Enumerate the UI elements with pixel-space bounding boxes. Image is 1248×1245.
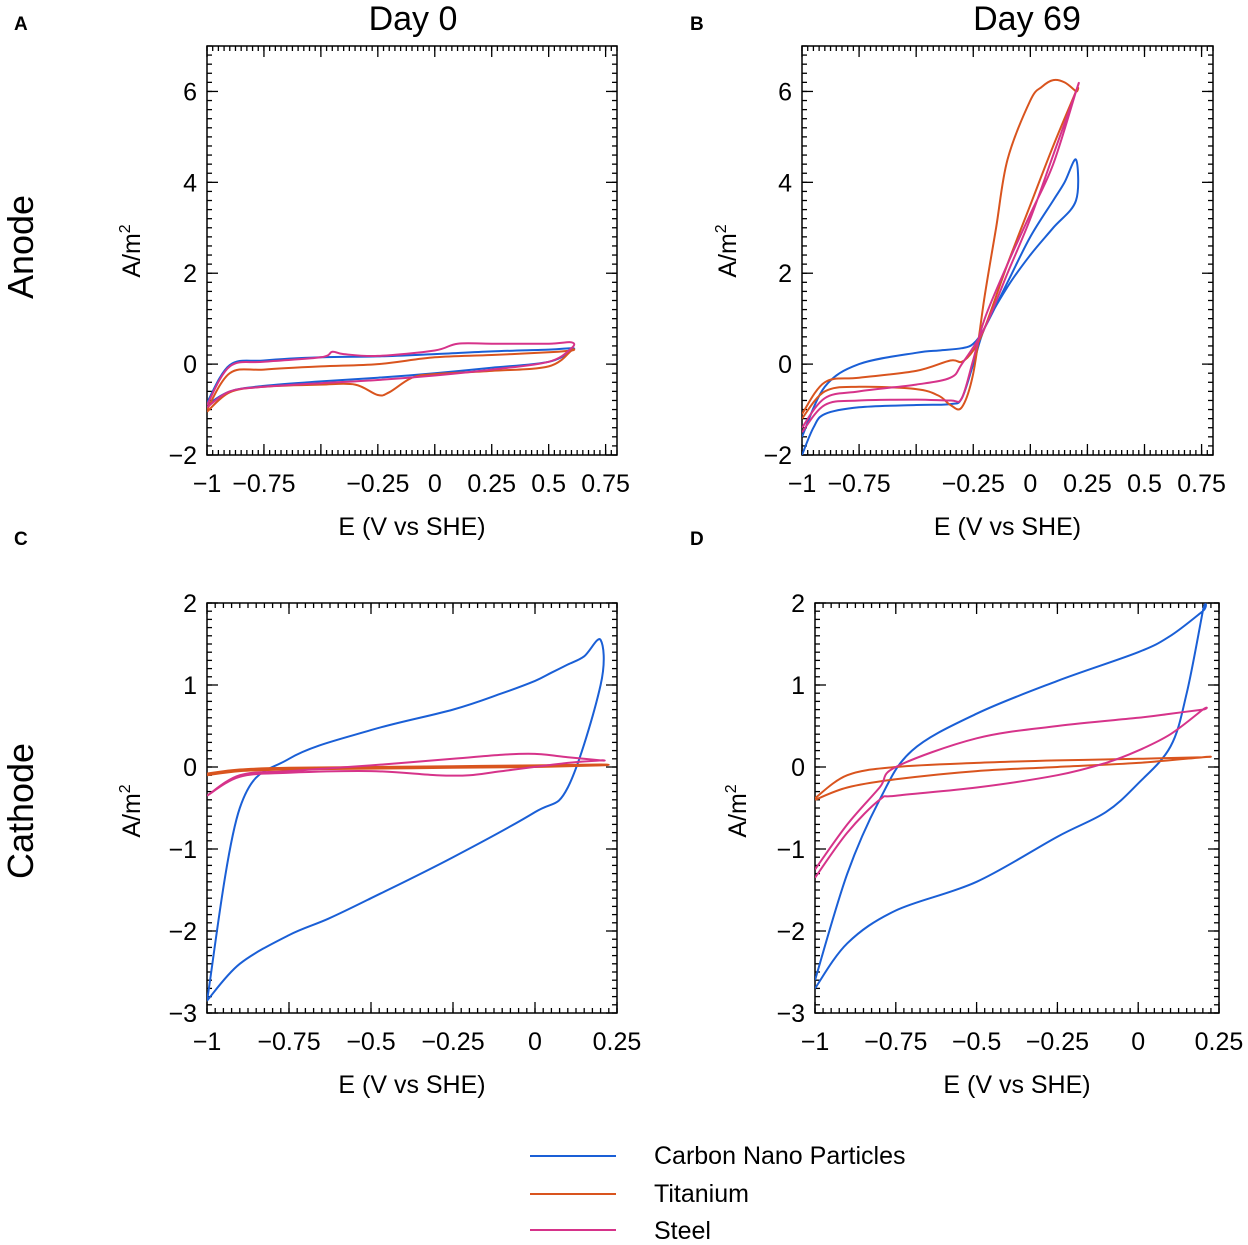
y-tick-label: 0 [778,351,792,379]
legend: Carbon Nano Particles Titanium Steel [530,1142,906,1245]
plot-frame [206,602,618,1014]
plot-frame [206,45,618,456]
row-title-anode: Anode [0,195,41,299]
series-line-steel [802,81,1080,433]
y-axis-label-superscript: 2 [713,224,730,233]
y-tick-label: −1 [168,836,197,864]
x-tick-label: −0.25 [1026,1028,1089,1056]
column-title-day69: Day 69 [973,0,1081,38]
y-axis-label-superscript: 2 [117,224,134,233]
legend-label-steel: Steel [654,1217,711,1245]
x-tick-label: −0.5 [952,1028,1001,1056]
y-tick-label: 2 [183,260,197,288]
series-line-steel [207,752,606,797]
y-axis-label: A/m2 [713,224,742,277]
x-tick-label: −1 [193,470,222,498]
x-tick-label: −0.75 [232,470,295,498]
x-tick-label: −0.75 [864,1028,927,1056]
x-tick-label: −0.75 [827,470,890,498]
x-tick-label: 0.75 [1177,470,1226,498]
series-line-carbon-nano-particles [207,638,605,1002]
y-tick-label: 2 [791,590,805,618]
y-axis-label: A/m2 [117,224,146,277]
panel-a: A −2 0 2 4 6 −1 −0.75 −0.25 0 0.25 0.5 0.75 E (V vs S… [14,14,630,541]
y-tick-label: −2 [168,442,197,470]
y-tick-label: −3 [776,1000,805,1028]
series-line-carbon-nano-particles [207,347,576,406]
y-tick-label: 4 [183,169,197,197]
x-tick-label: −0.75 [257,1028,320,1056]
y-tick-label: 2 [183,590,197,618]
x-tick-label: 0 [1023,470,1037,498]
series-line-steel [207,341,576,409]
panel-letter: D [690,529,704,550]
y-tick-label: −2 [763,442,792,470]
x-axis-label: E (V vs SHE) [943,1071,1090,1099]
series-line-titanium [815,755,1212,801]
x-tick-label: 0 [428,470,442,498]
y-tick-label: 0 [791,754,805,782]
x-tick-label: −1 [801,1028,830,1056]
y-tick-label: 6 [183,78,197,106]
x-tick-label: 0.25 [1063,470,1112,498]
x-axis-label: E (V vs SHE) [338,1071,485,1099]
panel-letter: A [14,14,28,35]
series-line-titanium [802,78,1080,420]
y-tick-label: 6 [778,78,792,106]
y-tick-label: 0 [183,351,197,379]
y-tick-label: 0 [183,754,197,782]
y-axis-label: A/m2 [723,784,752,837]
x-tick-label: 0.5 [1127,470,1162,498]
y-tick-label: −2 [168,918,197,946]
x-tick-label: 0.25 [593,1028,642,1056]
x-tick-label: 0 [528,1028,542,1056]
plot-frame [801,45,1214,456]
x-axis-label: E (V vs SHE) [338,513,485,541]
y-tick-label: −3 [168,1000,197,1028]
x-tick-label: −0.5 [346,1028,395,1056]
x-axis-label: E (V vs SHE) [934,513,1081,541]
row-title-cathode: Cathode [0,743,41,879]
y-axis-label-superscript: 2 [723,784,740,793]
panel-letter: B [690,14,704,35]
x-tick-label: 0.5 [531,470,566,498]
panel-letter: C [14,529,28,550]
column-title-day0: Day 0 [369,0,458,38]
y-tick-label: −2 [776,918,805,946]
panel-b: B −2 0 2 4 6 −1 −0.75 −0.25 0 0.25 0.5 0.75 E (V vs S… [690,14,1226,541]
series-line-carbon-nano-particles [802,158,1080,455]
panel-c: C −3 −2 −1 0 1 2 −1 −0.75 −0.5 −0.25 0 0.25 E (V vs S… [14,529,641,1099]
legend-label-titanium: Titanium [654,1180,749,1208]
y-tick-label: 4 [778,169,792,197]
legend-label-carbon: Carbon Nano Particles [654,1142,906,1170]
y-tick-label: 1 [791,672,805,700]
y-tick-label: 2 [778,260,792,288]
y-axis-label-superscript: 2 [117,784,134,793]
x-tick-label: 0.25 [467,470,516,498]
x-tick-label: 0.25 [1195,1028,1244,1056]
series-line-titanium [207,348,576,413]
series-line-steel [815,706,1208,879]
x-tick-label: −1 [788,470,817,498]
x-tick-label: −1 [193,1028,222,1056]
y-axis-label: A/m2 [117,784,146,837]
x-tick-label: −0.25 [942,470,1005,498]
x-tick-label: 0 [1131,1028,1145,1056]
series-line-carbon-nano-particles [815,603,1207,989]
x-tick-label: −0.25 [346,470,409,498]
y-tick-label: 1 [183,672,197,700]
panel-d: D −3 −2 −1 0 1 2 −1 −0.75 −0.5 −0.25 0 0.25 E (V vs S… [690,529,1243,1099]
x-tick-label: −0.25 [421,1028,484,1056]
x-tick-label: 0.75 [581,470,630,498]
y-tick-label: −1 [776,836,805,864]
